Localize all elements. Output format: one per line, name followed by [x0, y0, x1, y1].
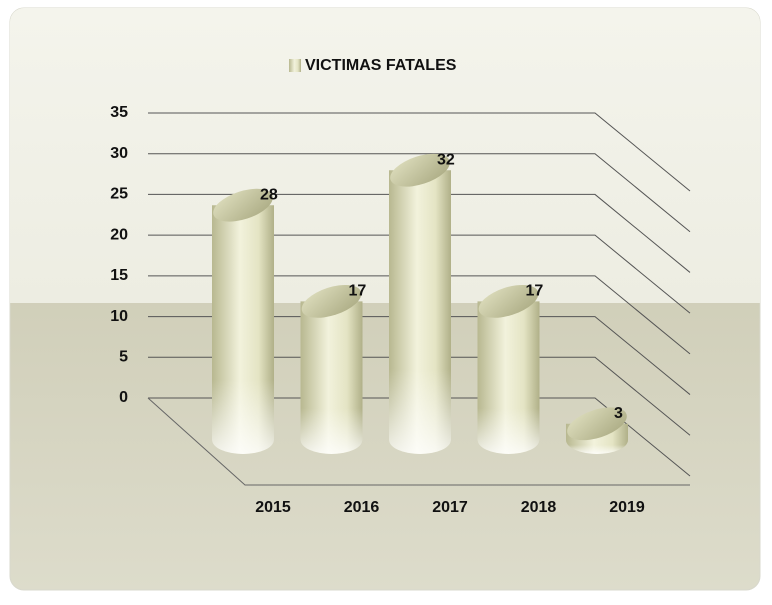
bar-fade: [300, 301, 363, 455]
floor: [147, 397, 690, 486]
cylinder: [566, 407, 628, 454]
y-tick-label: 30: [110, 145, 128, 162]
grid-line: [148, 112, 691, 192]
cylinder: [212, 188, 274, 454]
legend-label: VICTIMAS FATALES: [305, 57, 457, 74]
bar-fade: [477, 301, 540, 455]
bar-top: [390, 153, 450, 187]
value-label: 17: [349, 283, 367, 300]
bar-fade: [212, 205, 274, 454]
bar-top: [478, 284, 539, 318]
y-tick-label: 10: [110, 308, 128, 325]
cylinder: [389, 153, 451, 454]
grid-line: [148, 193, 691, 273]
y-tick-label: 35: [110, 104, 128, 121]
grid-line: [148, 316, 691, 395]
grid-line: [148, 356, 691, 436]
bar-fade: [389, 170, 451, 454]
value-label: 28: [260, 186, 278, 203]
bar-top: [567, 407, 627, 441]
y-tick-label: 5: [119, 349, 128, 366]
x-tick-label: 2015: [255, 499, 291, 516]
bar-top: [301, 284, 362, 318]
x-tick-label: 2018: [521, 499, 557, 516]
value-label: 17: [526, 283, 544, 300]
grid-line: [148, 234, 691, 314]
y-tick-label: 0: [119, 389, 128, 406]
legend-swatch: [289, 59, 301, 72]
grid-line: [148, 397, 691, 477]
x-tick-label: 2017: [432, 499, 468, 516]
grid-line: [148, 275, 691, 355]
panel-top: [10, 8, 760, 303]
y-tick-label: 20: [110, 226, 128, 243]
grid-line: [148, 153, 691, 233]
value-label: 32: [437, 151, 455, 168]
cylinder: [477, 284, 540, 455]
y-tick-label: 15: [110, 267, 128, 284]
value-label: 3: [614, 405, 623, 422]
bar-top: [213, 188, 273, 222]
x-tick-label: 2016: [344, 499, 380, 516]
x-tick-label: 2019: [609, 499, 645, 516]
cylinder: [300, 284, 363, 455]
y-tick-label: 25: [110, 186, 128, 203]
